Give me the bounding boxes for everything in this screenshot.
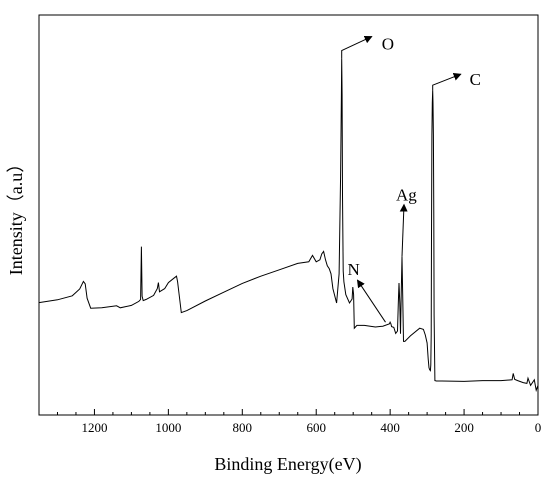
x-tick-label: 1000 xyxy=(155,420,181,435)
x-tick-label: 0 xyxy=(535,420,542,435)
annotation-label-o: O xyxy=(382,35,394,54)
annotation-arrow-o xyxy=(341,35,373,59)
x-axis-ticks xyxy=(38,409,539,415)
annotation-label-ag: Ag xyxy=(396,186,417,205)
annotation-arrow-n xyxy=(356,279,386,323)
x-tick-label: 600 xyxy=(306,420,326,435)
x-tick-label: 1200 xyxy=(81,420,107,435)
annotation-label-n: N xyxy=(348,260,360,279)
x-tick-label: 400 xyxy=(380,420,400,435)
annotation-arrow-c xyxy=(432,73,462,91)
x-axis-title: Binding Energy(eV) xyxy=(214,454,361,475)
x-tick-label: 800 xyxy=(233,420,253,435)
annotation-label-c: C xyxy=(470,70,481,89)
x-tick-label: 200 xyxy=(454,420,474,435)
peak-annotations: O C Ag N xyxy=(341,35,481,323)
y-axis-title: Intensity（a.u） xyxy=(6,155,26,275)
annotation-arrow-ag xyxy=(399,203,408,257)
spectrum-line xyxy=(38,58,539,393)
x-axis-tick-labels: 1200 1000 800 600 400 200 0 xyxy=(81,420,541,435)
plot-frame xyxy=(38,14,539,416)
